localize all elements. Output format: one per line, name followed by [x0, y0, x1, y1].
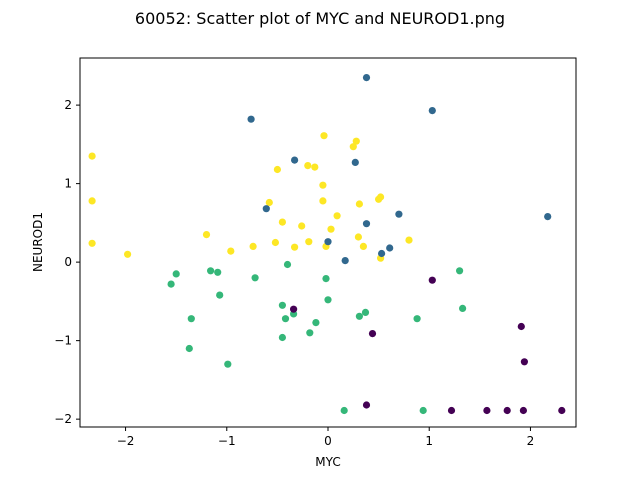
- scatter-point: [167, 280, 175, 288]
- scatter-point: [340, 406, 348, 415]
- scatter-point: [273, 165, 281, 174]
- scatter-point: [413, 315, 421, 323]
- chart-title: 60052: Scatter plot of MYC and NEUROD1.p…: [135, 9, 505, 28]
- scatter-point: [405, 236, 413, 244]
- scatter-point: [519, 406, 528, 415]
- scatter-point: [362, 74, 371, 82]
- scatter-point: [262, 205, 270, 213]
- scatter-point: [214, 268, 222, 276]
- scatter-point: [88, 239, 96, 247]
- scatter-point: [459, 304, 467, 312]
- scatter-point: [278, 301, 286, 309]
- scatter-point: [558, 406, 566, 415]
- scatter-point: [341, 257, 349, 265]
- scatter-point: [324, 238, 332, 246]
- scatter-point: [456, 267, 464, 275]
- scatter-point: [520, 358, 529, 366]
- y-tick-label: 0: [64, 255, 72, 269]
- scatter-point: [320, 132, 328, 140]
- scatter-point: [88, 152, 96, 160]
- scatter-point: [311, 163, 319, 171]
- scatter-point: [124, 250, 132, 258]
- scatter-point: [249, 242, 257, 250]
- scatter-point: [202, 231, 211, 239]
- scatter-point: [319, 197, 327, 205]
- scatter-point: [327, 225, 335, 233]
- scatter-point: [298, 222, 306, 230]
- scatter-point: [428, 276, 436, 284]
- scatter-point: [355, 312, 363, 320]
- scatter-point: [305, 238, 313, 246]
- x-tick-label: 0: [324, 434, 332, 448]
- scatter-point: [278, 218, 286, 226]
- y-tick-label: 1: [64, 177, 72, 191]
- scatter-point: [349, 143, 357, 151]
- scatter-point: [224, 360, 232, 368]
- scatter-point: [351, 158, 359, 166]
- scatter-point: [304, 162, 312, 170]
- scatter-point: [447, 406, 456, 415]
- data-points: [88, 74, 566, 415]
- scatter-point: [355, 200, 363, 208]
- scatter-point: [251, 274, 259, 282]
- scatter-point: [247, 115, 255, 123]
- scatter-point: [362, 401, 371, 409]
- scatter-point: [172, 270, 180, 278]
- scatter-point: [354, 233, 362, 241]
- scatter-point: [306, 329, 314, 337]
- scatter-point: [227, 247, 235, 255]
- y-axis-ticks: −2 −1 0 1 2: [54, 98, 80, 426]
- scatter-point: [361, 308, 370, 316]
- scatter-point: [278, 333, 286, 342]
- scatter-point: [187, 315, 195, 323]
- scatter-point: [265, 198, 273, 207]
- scatter-point: [362, 220, 371, 228]
- scatter-point: [216, 291, 224, 299]
- scatter-point: [352, 137, 360, 145]
- scatter-point: [359, 242, 367, 250]
- scatter-point: [386, 244, 394, 252]
- scatter-point: [395, 210, 403, 218]
- scatter-point: [185, 344, 193, 353]
- scatter-point: [544, 213, 552, 221]
- scatter-point: [517, 322, 525, 331]
- y-tick-label: −1: [54, 334, 72, 348]
- x-axis-label: MYC: [315, 455, 340, 469]
- scatter-point: [368, 330, 377, 338]
- x-tick-label: 1: [425, 434, 433, 448]
- scatter-point: [322, 275, 330, 283]
- scatter-point: [378, 249, 386, 258]
- x-axis-ticks: −2 −1 0 1 2: [117, 427, 535, 448]
- scatter-point: [483, 406, 491, 415]
- scatter-point: [88, 197, 96, 205]
- y-tick-label: 2: [64, 98, 72, 112]
- scatter-point: [290, 305, 298, 313]
- y-axis-label: NEUROD1: [31, 212, 45, 272]
- scatter-point: [312, 319, 320, 327]
- scatter-point: [271, 238, 279, 247]
- scatter-point: [333, 212, 341, 220]
- scatter-point: [503, 406, 511, 415]
- y-tick-label: −2: [54, 412, 72, 426]
- scatter-point: [207, 267, 215, 275]
- scatter-point: [291, 156, 299, 164]
- scatter-point: [324, 296, 332, 304]
- x-tick-label: −1: [218, 434, 236, 448]
- x-tick-label: 2: [527, 434, 535, 448]
- scatter-point: [291, 243, 299, 251]
- scatter-point: [419, 406, 427, 415]
- scatter-point: [281, 315, 290, 323]
- scatter-point: [428, 107, 436, 115]
- scatter-point: [283, 260, 292, 269]
- scatter-point: [377, 193, 385, 201]
- scatter-point: [319, 181, 327, 189]
- x-tick-label: −2: [117, 434, 135, 448]
